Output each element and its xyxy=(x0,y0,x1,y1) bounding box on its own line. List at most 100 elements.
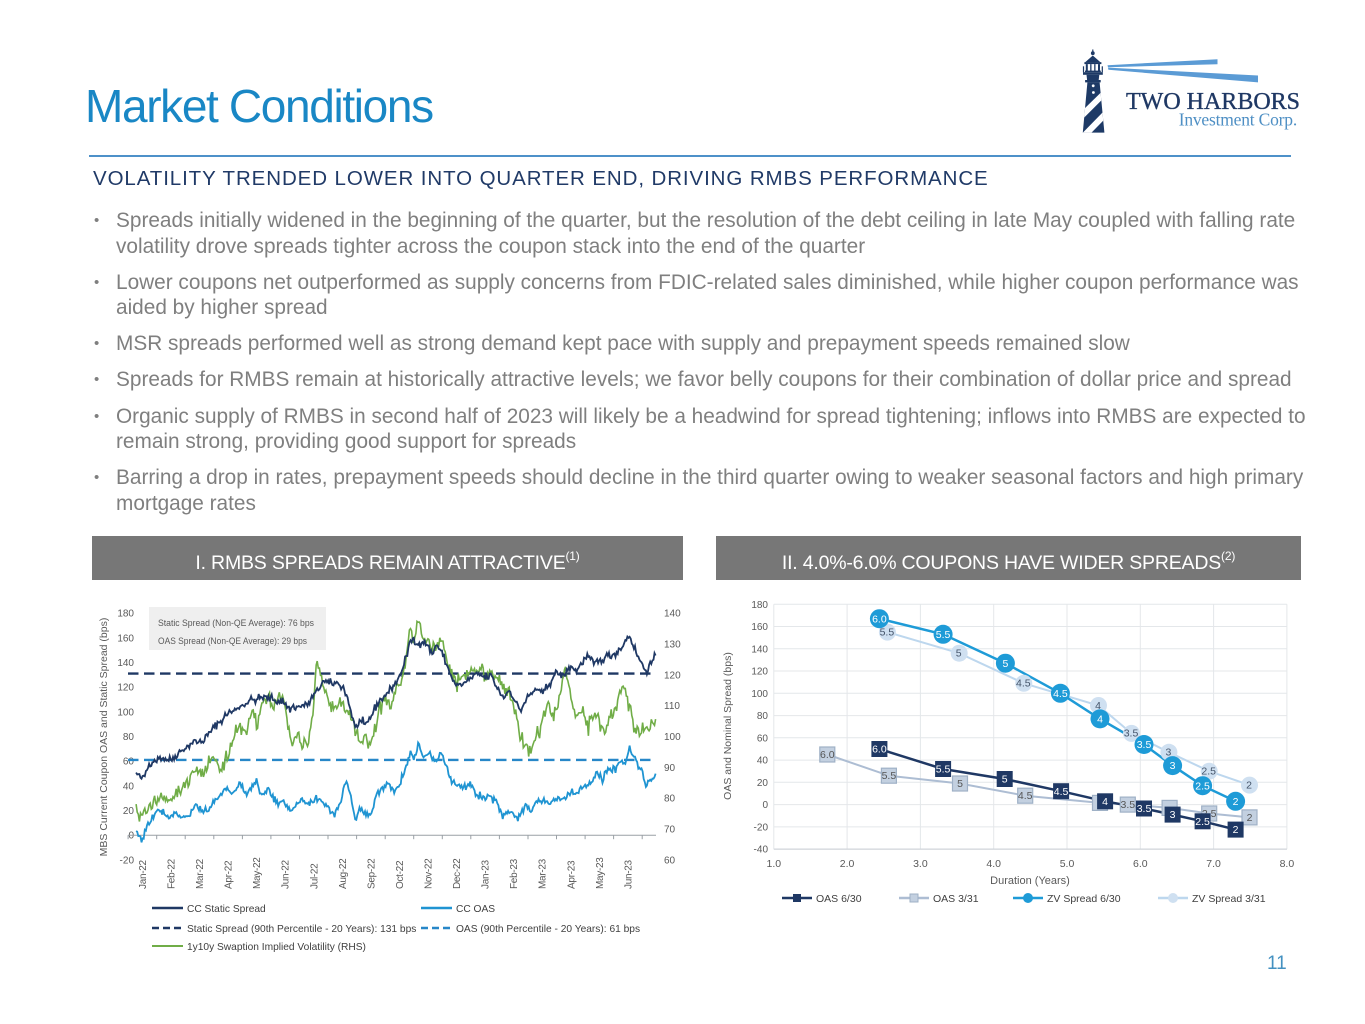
svg-text:5: 5 xyxy=(956,648,962,660)
svg-text:2.5: 2.5 xyxy=(1195,780,1210,792)
svg-text:Jan-23: Jan-23 xyxy=(481,859,492,889)
svg-text:3: 3 xyxy=(1170,809,1176,821)
svg-text:5: 5 xyxy=(1002,658,1008,670)
svg-text:5.5: 5.5 xyxy=(882,770,897,782)
svg-text:2: 2 xyxy=(1233,796,1239,808)
svg-text:-40: -40 xyxy=(754,845,769,856)
svg-text:2.5: 2.5 xyxy=(1195,816,1210,828)
svg-text:4.5: 4.5 xyxy=(1016,678,1031,690)
svg-text:Mar-22: Mar-22 xyxy=(195,858,206,889)
svg-text:20: 20 xyxy=(123,806,135,817)
svg-text:Apr-22: Apr-22 xyxy=(224,860,235,889)
svg-text:Feb-22: Feb-22 xyxy=(167,858,178,889)
svg-text:20: 20 xyxy=(757,778,769,789)
svg-text:2: 2 xyxy=(1233,824,1239,836)
svg-text:80: 80 xyxy=(757,711,769,722)
svg-text:140: 140 xyxy=(751,644,768,655)
svg-text:4: 4 xyxy=(1102,796,1108,808)
svg-text:6.0: 6.0 xyxy=(820,749,835,761)
svg-text:3.5: 3.5 xyxy=(1124,728,1139,740)
svg-text:180: 180 xyxy=(117,609,134,620)
svg-text:Investment Corp.: Investment Corp. xyxy=(1179,110,1297,130)
svg-text:4.0: 4.0 xyxy=(986,858,1001,870)
svg-text:80: 80 xyxy=(664,794,676,805)
svg-text:ZV Spread 3/31: ZV Spread 3/31 xyxy=(1192,893,1266,905)
svg-text:6.0: 6.0 xyxy=(872,613,887,625)
svg-text:60: 60 xyxy=(664,855,676,866)
svg-text:Oct-22: Oct-22 xyxy=(395,860,406,889)
svg-text:40: 40 xyxy=(123,781,135,792)
svg-text:3.5: 3.5 xyxy=(1137,739,1152,751)
svg-text:Dec-22: Dec-22 xyxy=(452,858,463,889)
svg-text:5.5: 5.5 xyxy=(936,764,951,776)
svg-text:180: 180 xyxy=(751,600,768,611)
svg-text:OAS 3/31: OAS 3/31 xyxy=(933,893,979,905)
svg-text:OAS Spread (Non-QE Average): 2: OAS Spread (Non-QE Average): 29 bps xyxy=(158,636,307,647)
svg-text:70: 70 xyxy=(664,825,676,836)
svg-text:1y10y Swaption Implied Volatil: 1y10y Swaption Implied Volatility (RHS) xyxy=(187,942,366,953)
svg-text:ZV Spread 6/30: ZV Spread 6/30 xyxy=(1047,893,1121,905)
svg-text:CC OAS: CC OAS xyxy=(456,904,495,915)
svg-text:1.0: 1.0 xyxy=(766,858,781,870)
svg-text:120: 120 xyxy=(117,683,134,694)
svg-text:100: 100 xyxy=(664,732,681,743)
svg-text:4.5: 4.5 xyxy=(1018,790,1033,802)
svg-text:5.5: 5.5 xyxy=(880,626,895,638)
svg-text:Static Spread (90th Percentile: Static Spread (90th Percentile - 20 Year… xyxy=(187,924,416,935)
svg-text:MBS Current Coupon OAS and Sta: MBS Current Coupon OAS and Static Spread… xyxy=(98,618,110,857)
svg-text:May-22: May-22 xyxy=(252,857,263,889)
svg-text:160: 160 xyxy=(751,622,768,633)
svg-text:120: 120 xyxy=(664,670,681,681)
svg-text:100: 100 xyxy=(117,707,134,718)
svg-text:Nov-22: Nov-22 xyxy=(424,858,435,889)
svg-text:0: 0 xyxy=(762,800,768,811)
svg-text:Aug-22: Aug-22 xyxy=(338,858,349,889)
svg-text:2: 2 xyxy=(1246,779,1252,791)
svg-text:Duration (Years): Duration (Years) xyxy=(990,875,1070,887)
svg-text:5: 5 xyxy=(1002,774,1008,786)
svg-text:Jun-23: Jun-23 xyxy=(623,859,634,889)
svg-text:90: 90 xyxy=(664,763,676,774)
svg-text:60: 60 xyxy=(123,757,135,768)
svg-text:Static Spread (Non-QE Average): Static Spread (Non-QE Average): 76 bps xyxy=(158,618,314,629)
svg-text:3: 3 xyxy=(1170,760,1176,772)
svg-text:OAS and Nominal Spread (bps): OAS and Nominal Spread (bps) xyxy=(722,652,734,800)
svg-text:60: 60 xyxy=(757,733,769,744)
svg-text:-20: -20 xyxy=(120,855,135,866)
svg-text:TWO HARBORS: TWO HARBORS xyxy=(1126,89,1300,115)
svg-text:140: 140 xyxy=(664,609,681,620)
svg-text:6.0: 6.0 xyxy=(872,744,887,756)
svg-text:Feb-23: Feb-23 xyxy=(509,858,520,889)
svg-text:OAS (90th Percentile - 20 Year: OAS (90th Percentile - 20 Years): 61 bps xyxy=(456,924,640,935)
svg-text:May-23: May-23 xyxy=(595,857,606,889)
svg-text:7.0: 7.0 xyxy=(1206,858,1221,870)
svg-text:4: 4 xyxy=(1095,700,1101,712)
svg-text:120: 120 xyxy=(751,667,768,678)
svg-text:4.5: 4.5 xyxy=(1053,688,1068,700)
svg-text:Jun-22: Jun-22 xyxy=(281,859,292,889)
svg-text:5.0: 5.0 xyxy=(1060,858,1075,870)
svg-text:Mar-23: Mar-23 xyxy=(538,858,549,889)
svg-text:0: 0 xyxy=(128,831,134,842)
svg-text:3.0: 3.0 xyxy=(913,858,928,870)
svg-text:Sep-22: Sep-22 xyxy=(366,858,377,889)
svg-text:4.5: 4.5 xyxy=(1054,786,1069,798)
svg-text:5.5: 5.5 xyxy=(936,629,951,641)
svg-text:2.5: 2.5 xyxy=(1201,766,1216,778)
svg-text:-20: -20 xyxy=(754,822,769,833)
svg-text:3: 3 xyxy=(1165,747,1171,759)
svg-text:2: 2 xyxy=(1247,812,1253,824)
svg-text:4: 4 xyxy=(1097,714,1103,726)
svg-text:80: 80 xyxy=(123,732,135,743)
svg-text:Jul-22: Jul-22 xyxy=(309,863,320,889)
svg-text:2.0: 2.0 xyxy=(840,858,855,870)
svg-text:3.5: 3.5 xyxy=(1137,803,1152,815)
svg-text:140: 140 xyxy=(117,658,134,669)
svg-text:CC Static Spread: CC Static Spread xyxy=(187,904,266,915)
svg-text:160: 160 xyxy=(117,633,134,644)
svg-text:130: 130 xyxy=(664,639,681,650)
svg-text:5: 5 xyxy=(957,778,963,790)
svg-text:3.5: 3.5 xyxy=(1120,799,1135,811)
svg-text:110: 110 xyxy=(664,701,680,712)
svg-text:Apr-23: Apr-23 xyxy=(566,860,577,889)
